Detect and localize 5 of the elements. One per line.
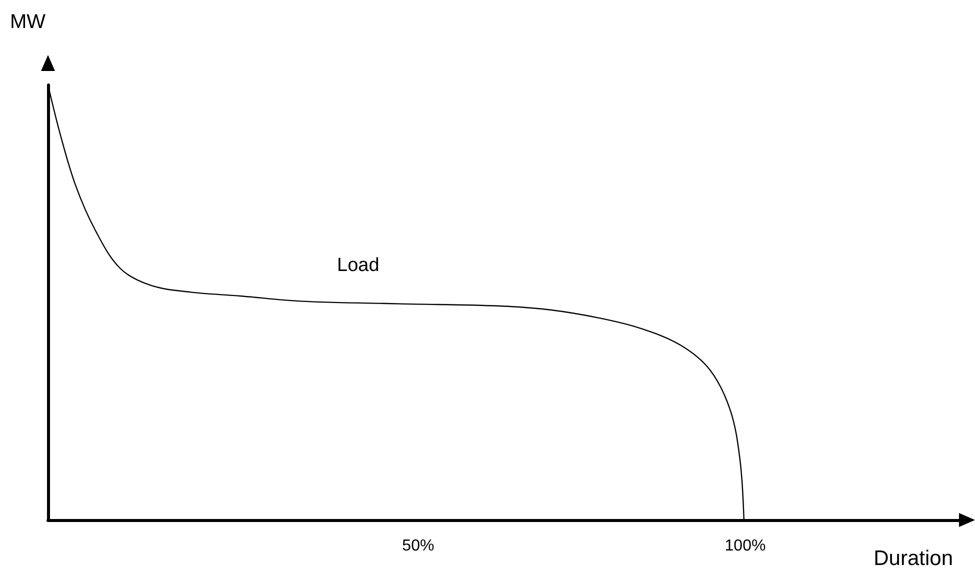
annotation: Load [337, 255, 380, 276]
y-axis-title: MW [10, 11, 46, 33]
x-tick-label: 100% [724, 538, 766, 554]
x-tick-label: 50% [402, 538, 434, 554]
x-axis-title: Duration [874, 547, 954, 570]
